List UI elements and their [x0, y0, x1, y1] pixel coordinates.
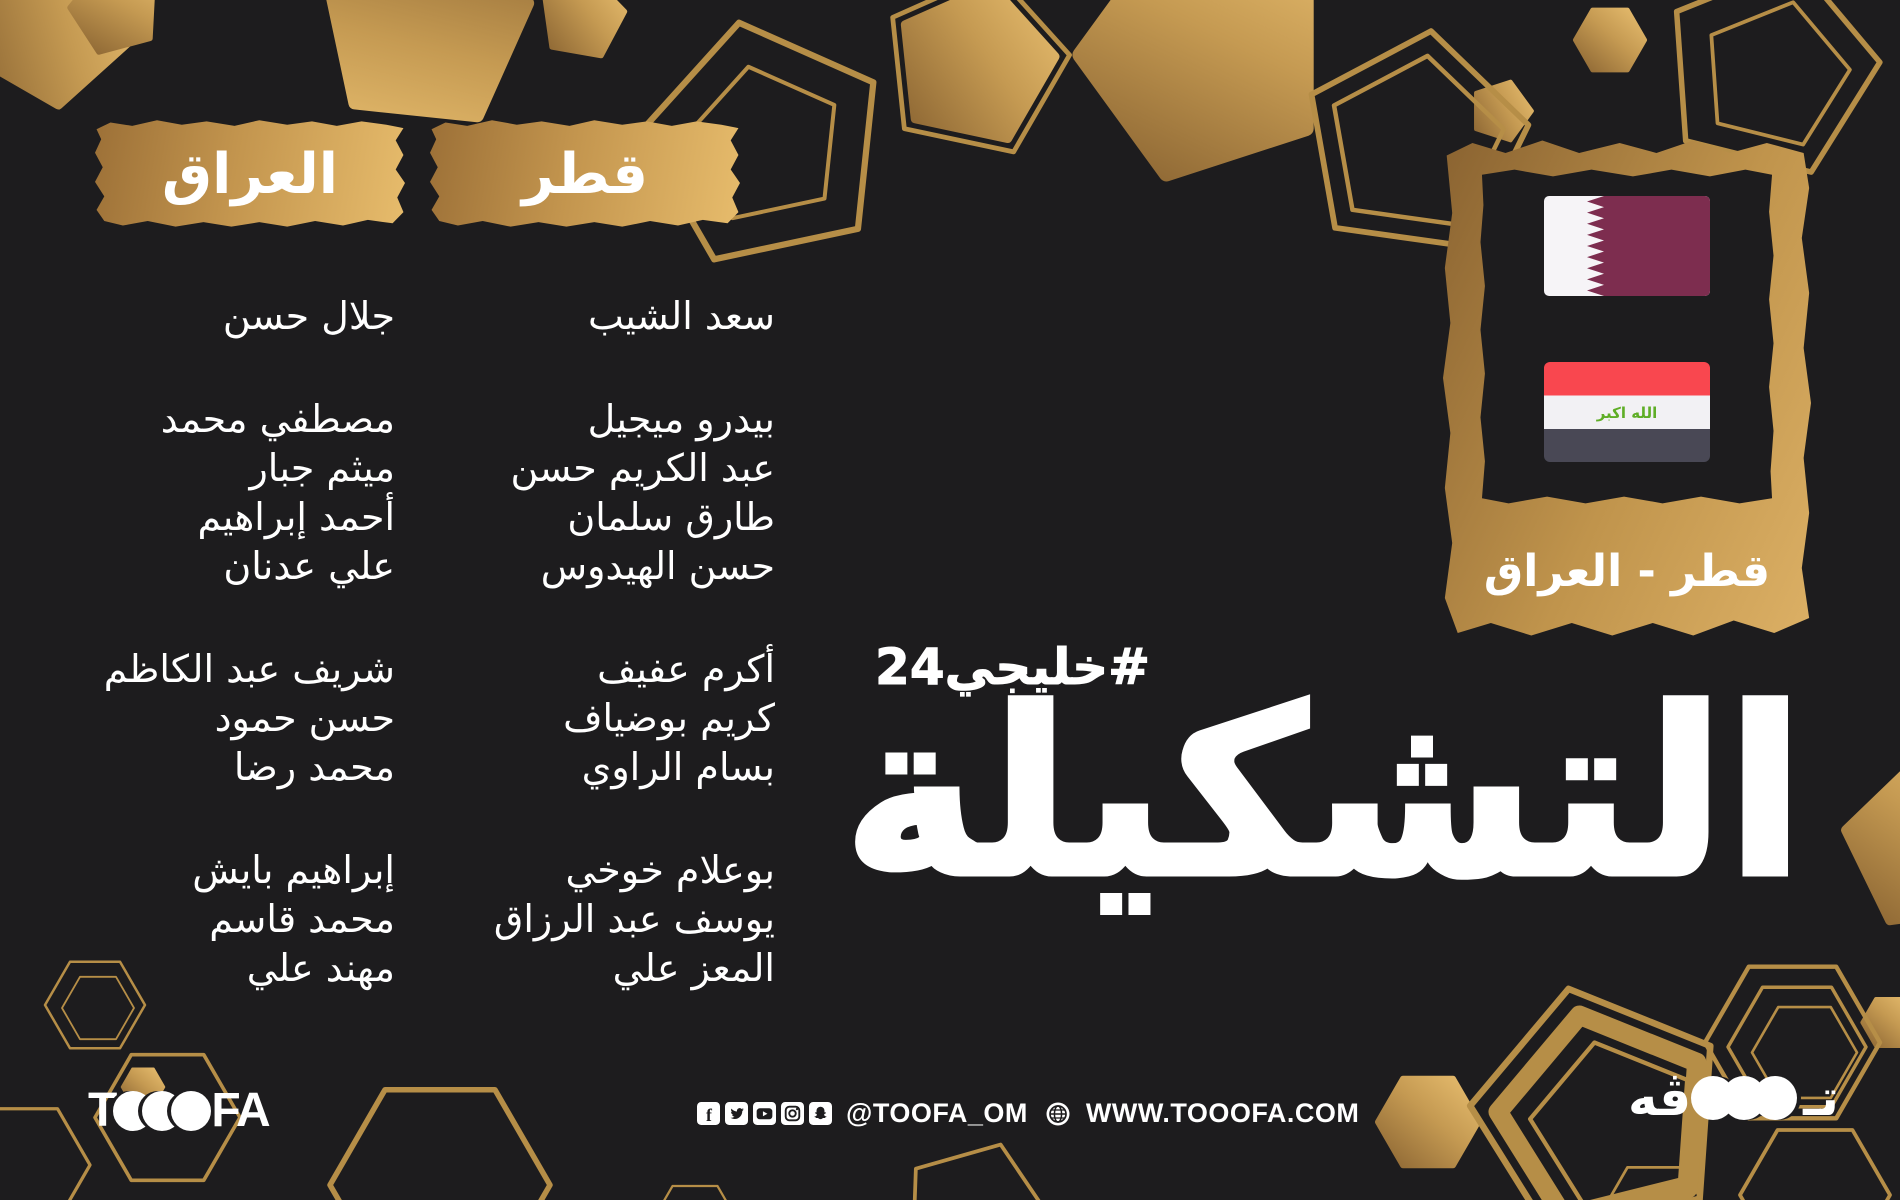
- social-handle: @TOOFA_OM: [846, 1098, 1028, 1128]
- player-name: بيدرو ميجيل: [587, 397, 775, 441]
- player-name: شريف عبد الكاظم: [103, 647, 395, 691]
- player-name: أكرم عفيف: [597, 647, 775, 691]
- iraq-forwards-group: إبراهيم بايش محمد قاسم مهند علي: [55, 846, 395, 993]
- player-name: جلال حسن: [222, 294, 395, 338]
- player-name: بوعلام خوخي: [565, 848, 775, 892]
- arabic-brand-end: ڤه: [1628, 1069, 1692, 1127]
- iraq-banner-label: العراق: [162, 141, 338, 207]
- globe-icon: [1046, 1102, 1070, 1125]
- brand-letter-t: T: [88, 1084, 117, 1137]
- qatar-banner-label: قطر: [521, 141, 649, 207]
- qatar-defenders-group: بيدرو ميجيل عبد الكريم حسن طارق سلمان حس…: [435, 395, 775, 591]
- iraq-defenders-group: مصطفي محمد ميثم جبار أحمد إبراهيم علي عد…: [55, 395, 395, 591]
- website-url: WWW.TOOOFA.COM: [1085, 1098, 1360, 1128]
- qatar-flag: [1544, 196, 1710, 296]
- player-name: مهند علي: [246, 946, 395, 990]
- match-frame: الله اكبر قطر - العراق: [1443, 140, 1811, 636]
- svg-text:f: f: [706, 1105, 713, 1125]
- brand-letter-fa: FA: [211, 1084, 270, 1137]
- instagram-icon: [781, 1102, 804, 1125]
- player-name: كريم بوضياف: [563, 696, 775, 740]
- player-name: سعد الشيب: [587, 294, 775, 338]
- player-name: عبد الكريم حسن: [510, 446, 775, 490]
- iraq-midfielders-group: شريف عبد الكاظم حسن حمود محمد رضا: [55, 645, 395, 792]
- player-name: طارق سلمان: [567, 495, 775, 539]
- player-name: محمد رضا: [233, 745, 395, 789]
- iraq-lineup: جلال حسن مصطفي محمد ميثم جبار أحمد إبراه…: [55, 292, 395, 1047]
- social-bar: f @TOOFA_OM WWW.TO: [697, 1098, 1359, 1129]
- player-name: المعز علي: [612, 946, 775, 990]
- page-title: التشكيلة: [840, 656, 1807, 931]
- youtube-icon: [753, 1102, 776, 1125]
- snapchat-icon: [809, 1102, 832, 1125]
- player-name: يوسف عبد الرزاق: [493, 897, 775, 941]
- player-name: إبراهيم بايش: [192, 848, 395, 892]
- twitter-icon: [725, 1102, 748, 1125]
- qatar-team-banner: قطر: [430, 120, 740, 227]
- tournament-hashtag: #خليجي24: [875, 638, 1151, 697]
- player-name: محمد قاسم: [209, 897, 395, 941]
- player-name: حسن الهيدوس: [540, 544, 775, 588]
- qatar-lineup: سعد الشيب بيدرو ميجيل عبد الكريم حسن طار…: [435, 292, 775, 1047]
- brand-o-circle: [171, 1090, 212, 1131]
- player-name: مصطفي محمد: [160, 397, 395, 441]
- player-name: علي عدنان: [223, 544, 395, 588]
- brand-o-circle: [1753, 1076, 1798, 1120]
- qatar-midfielders-group: أكرم عفيف كريم بوضياف بسام الراوي: [435, 645, 775, 792]
- player-name: ميثم جبار: [249, 446, 395, 490]
- qatar-forwards-group: بوعلام خوخي يوسف عبد الرزاق المعز علي: [435, 846, 775, 993]
- qatar-goalkeeper-group: سعد الشيب: [435, 292, 775, 341]
- tooofa-arabic-logo: ڤه تـ: [1622, 1069, 1839, 1127]
- arabic-brand-start: تـ: [1803, 1069, 1839, 1127]
- player-name: بسام الراوي: [581, 745, 775, 789]
- player-name: حسن حمود: [214, 696, 395, 740]
- iraq-team-banner: العراق: [95, 120, 405, 227]
- facebook-icon: f: [697, 1102, 720, 1125]
- iraq-flag-script: الله اكبر: [1596, 404, 1658, 422]
- player-name: أحمد إبراهيم: [197, 495, 396, 539]
- tooofa-logo: T FA: [88, 1083, 271, 1138]
- matchup-label: قطر - العراق: [1483, 546, 1771, 597]
- iraq-flag: الله اكبر: [1544, 362, 1710, 462]
- iraq-goalkeeper-group: جلال حسن: [55, 292, 395, 341]
- flags-panel: الله اكبر: [1480, 169, 1774, 504]
